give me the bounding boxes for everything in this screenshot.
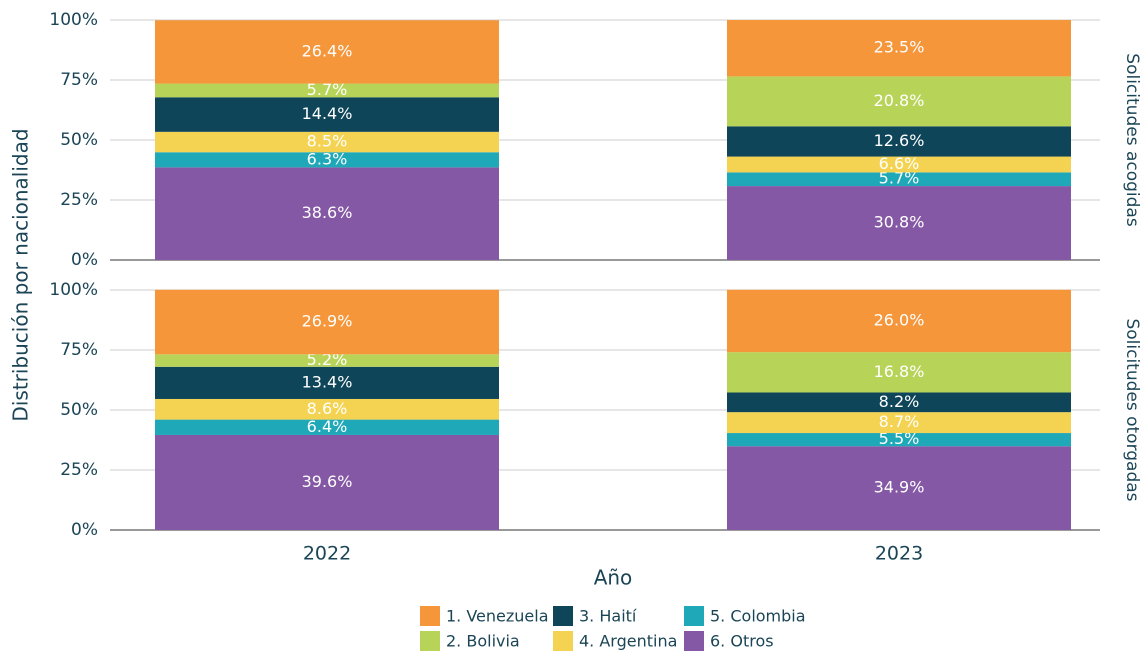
legend-label: 5. Colombia	[710, 607, 806, 626]
bar-segment	[727, 156, 1071, 173]
y-tick-label: 50%	[60, 130, 98, 150]
value-label: 26.0%	[874, 310, 925, 329]
value-label: 5.7%	[879, 169, 920, 188]
x-axis-label: Año	[594, 566, 633, 590]
x-tick-label: 2022	[303, 543, 351, 565]
y-tick-label: 0%	[71, 250, 98, 270]
value-label: 16.8%	[874, 362, 925, 381]
bar-segment	[727, 433, 1071, 447]
value-label: 23.5%	[874, 38, 925, 57]
value-label: 38.6%	[302, 203, 353, 222]
legend-swatch	[684, 606, 704, 626]
bar-segment	[155, 97, 499, 132]
legend-label: 2. Bolivia	[446, 632, 520, 651]
bar-segment	[155, 20, 499, 84]
value-label: 8.2%	[879, 392, 920, 411]
y-tick-label: 0%	[71, 520, 98, 540]
panel-label: Solicitudes acogidas	[1122, 53, 1142, 227]
y-tick-label: 25%	[60, 460, 98, 480]
legend-swatch	[684, 631, 704, 651]
value-label: 5.2%	[307, 350, 348, 369]
y-tick-label: 100%	[49, 280, 98, 300]
legend-label: 4. Argentina	[579, 632, 677, 651]
bar-segment	[727, 446, 1071, 530]
value-label: 14.4%	[302, 104, 353, 123]
bar-segment	[727, 20, 1071, 77]
value-label: 6.3%	[307, 149, 348, 168]
bar-segment	[155, 419, 499, 435]
value-label: 39.6%	[302, 472, 353, 491]
legend-swatch	[420, 606, 440, 626]
bar-segment	[155, 167, 499, 260]
value-label: 20.8%	[874, 91, 925, 110]
legend-swatch	[553, 631, 573, 651]
value-label: 5.5%	[879, 429, 920, 448]
y-tick-label: 75%	[60, 340, 98, 360]
bar-segment	[155, 131, 499, 153]
value-label: 12.6%	[874, 131, 925, 150]
legend-label: 6. Otros	[710, 632, 774, 651]
bar-segment	[155, 83, 499, 98]
y-tick-label: 50%	[60, 400, 98, 420]
value-label: 13.4%	[302, 372, 353, 391]
bar-segment	[727, 172, 1071, 187]
bar-segment	[727, 352, 1071, 393]
bar-segment	[155, 434, 499, 530]
value-label: 8.5%	[307, 132, 348, 151]
bar-segment	[727, 126, 1071, 157]
panel-label: Solicitudes otorgadas	[1122, 318, 1142, 501]
bar-segment	[727, 412, 1071, 434]
value-label: 6.6%	[879, 154, 920, 173]
y-tick-label: 100%	[49, 10, 98, 30]
legend-swatch	[553, 606, 573, 626]
value-label: 8.6%	[307, 399, 348, 418]
value-label: 34.9%	[874, 478, 925, 497]
bar-segment	[155, 354, 499, 367]
value-label: 26.4%	[302, 41, 353, 60]
legend-label: 1. Venezuela	[446, 607, 549, 626]
value-label: 30.8%	[874, 213, 925, 232]
legend-label: 3. Haití	[579, 607, 637, 626]
value-label: 8.7%	[879, 412, 920, 431]
bar-segment	[155, 366, 499, 399]
bar-segment	[155, 152, 499, 168]
y-tick-label: 75%	[60, 70, 98, 90]
value-label: 6.4%	[307, 417, 348, 436]
legend-swatch	[420, 631, 440, 651]
value-label: 5.7%	[307, 80, 348, 99]
value-label: 26.9%	[302, 312, 353, 331]
bar-segment	[155, 398, 499, 420]
y-tick-label: 25%	[60, 190, 98, 210]
bar-segment	[727, 186, 1071, 260]
x-tick-label: 2023	[875, 543, 923, 565]
bar-segment	[155, 289, 499, 355]
bar-segment	[727, 76, 1071, 127]
y-axis-label: Distribución por nacionalidad	[9, 128, 33, 421]
bar-segment	[727, 289, 1071, 353]
bar-segment	[727, 392, 1071, 413]
